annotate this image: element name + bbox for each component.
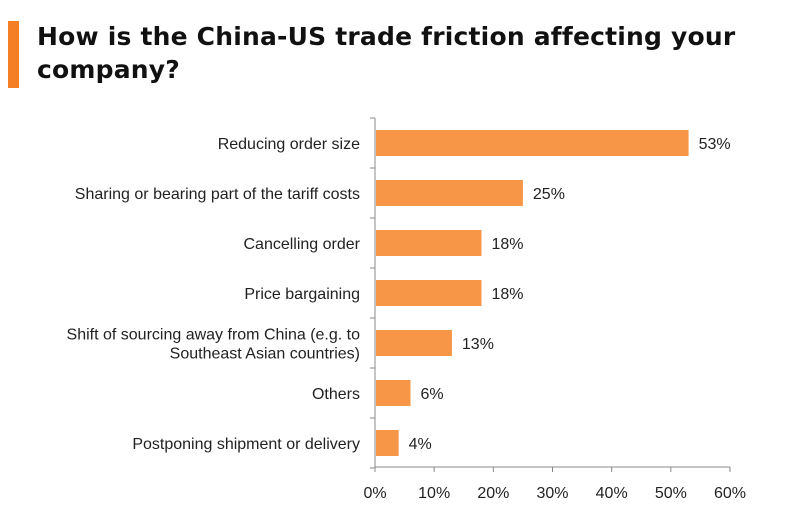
bar — [376, 180, 523, 206]
data-label: 4% — [409, 436, 432, 453]
title-accent-bar — [8, 21, 19, 88]
x-tick-label: 30% — [536, 485, 568, 502]
category-label: Sharing or bearing part of the tariff co… — [75, 186, 360, 203]
category-label: Reducing order size — [218, 136, 360, 153]
bar — [376, 230, 482, 256]
data-label: 53% — [699, 136, 731, 153]
category-label: Postponing shipment or delivery — [132, 436, 360, 453]
bar — [376, 280, 482, 306]
x-tick-label: 50% — [655, 485, 687, 502]
bar — [376, 430, 399, 456]
chart-title: How is the China-US trade friction affec… — [37, 22, 736, 84]
category-label: Southeast Asian countries) — [170, 346, 360, 363]
x-tick-label: 0% — [363, 485, 386, 502]
data-label: 18% — [492, 236, 524, 253]
x-tick-label: 40% — [596, 485, 628, 502]
x-tick-label: 20% — [477, 485, 509, 502]
category-label: Cancelling order — [243, 236, 360, 253]
data-label: 25% — [533, 186, 565, 203]
bar — [376, 130, 689, 156]
data-label: 13% — [462, 336, 494, 353]
category-label: Others — [312, 386, 360, 403]
bar — [376, 330, 452, 356]
data-label: 6% — [421, 386, 444, 403]
category-label: Price bargaining — [244, 286, 360, 303]
category-label: Shift of sourcing away from China (e.g. … — [67, 327, 361, 344]
x-tick-label: 60% — [714, 485, 746, 502]
data-label: 18% — [492, 286, 524, 303]
x-tick-label: 10% — [418, 485, 450, 502]
bar — [376, 380, 411, 406]
